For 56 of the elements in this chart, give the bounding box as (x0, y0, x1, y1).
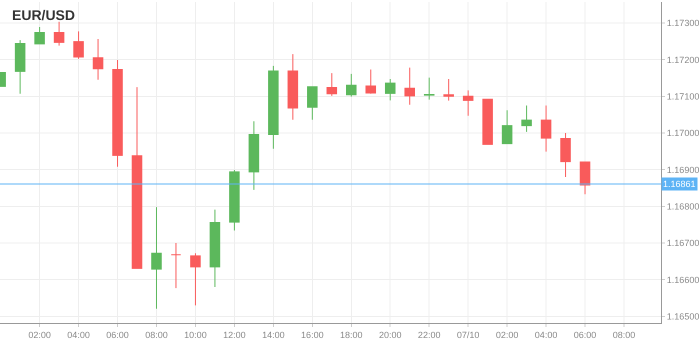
y-tick-label: 1.17000 (666, 128, 699, 138)
y-tick-label: 1.17200 (666, 54, 699, 65)
candlestick (54, 21, 64, 46)
candlestick (424, 77, 434, 100)
x-tick-label: 14:00 (262, 330, 285, 340)
x-tick-label: 02:00 (28, 330, 51, 340)
x-tick-label: 04:00 (67, 330, 90, 340)
x-tick-label: 02:00 (496, 330, 518, 340)
candlestick (210, 209, 220, 288)
y-tick-label: 1.17300 (666, 18, 699, 28)
x-tick-label: 22:00 (418, 330, 440, 340)
y-tick-label: 1.17100 (666, 91, 699, 102)
x-tick-label: 06:00 (574, 330, 596, 340)
x-tick-label: 20:00 (378, 330, 402, 340)
x-tick-label: 06:00 (106, 330, 129, 340)
candlestick (404, 67, 415, 106)
candlestick (502, 110, 512, 144)
candlestick (288, 54, 298, 120)
chart-title: EUR/USD (12, 6, 76, 23)
candlestick (229, 170, 240, 232)
candlestick (132, 86, 142, 269)
x-tick-label: 08:00 (145, 330, 168, 340)
candlestick (14, 40, 26, 94)
candlestick (34, 26, 45, 44)
candlestick (151, 206, 162, 310)
y-tick-label: 1.16700 (666, 238, 699, 248)
candlestick (170, 242, 182, 289)
x-tick-label: 04:00 (534, 330, 558, 340)
candlestick (540, 104, 552, 152)
candlestick (326, 72, 338, 96)
y-tick-label: 1.16900 (666, 164, 699, 175)
x-tick-label: 16:00 (301, 330, 324, 340)
candlestick (384, 78, 396, 101)
x-tick-label: 07/10 (456, 330, 480, 340)
x-tick-label: 10:00 (184, 330, 207, 340)
ref-line-label: 1.16861 (663, 179, 696, 189)
candlestick (462, 90, 474, 116)
x-tick-label: 18:00 (340, 330, 363, 340)
candlestick (346, 73, 357, 98)
candlestick (248, 120, 260, 190)
candlestick (307, 86, 318, 120)
candlestick (190, 252, 201, 306)
candlestick (482, 98, 493, 145)
candlestick (521, 104, 532, 132)
candlestick (73, 30, 84, 60)
candlestick (560, 132, 571, 178)
candlestick (580, 161, 590, 195)
x-tick-label: 08:00 (612, 330, 636, 340)
x-tick-label: 12:00 (223, 330, 246, 340)
y-tick-label: 1.16600 (666, 274, 699, 285)
y-tick-label: 1.16500 (666, 312, 699, 322)
candlestick (92, 38, 104, 80)
candlestick (443, 78, 454, 102)
y-tick-label: 1.16800 (666, 201, 699, 212)
candlestick (365, 69, 376, 94)
candlestick (268, 65, 279, 150)
